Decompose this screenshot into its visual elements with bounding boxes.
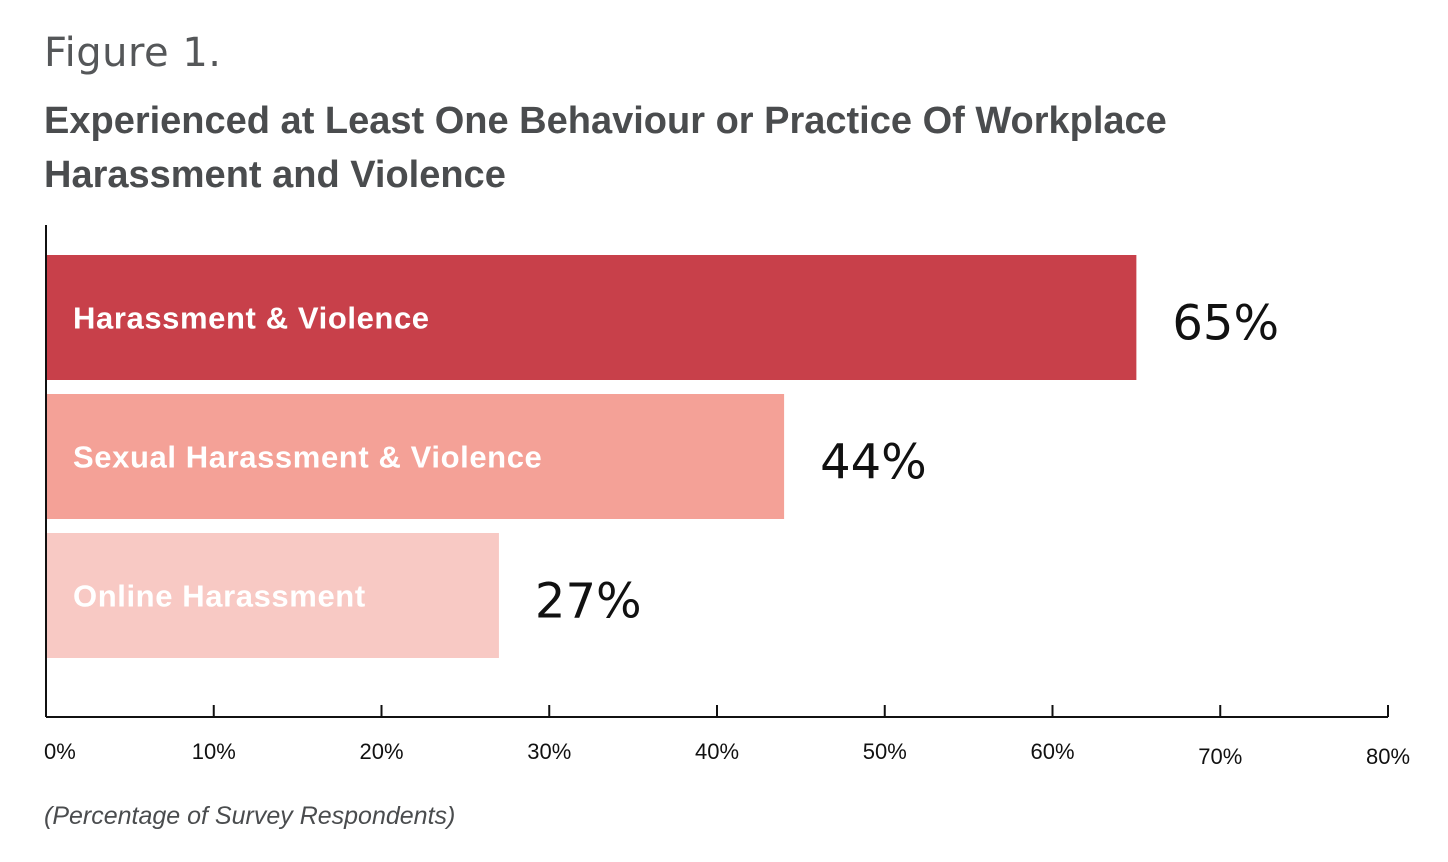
x-tick-label: 0% <box>44 739 76 764</box>
figure-label: Figure 1. <box>44 30 222 76</box>
bar-1 <box>46 255 1137 380</box>
bar-value-label: 27% <box>535 574 642 630</box>
axis-footnote: (Percentage of Survey Respondents) <box>44 802 456 830</box>
bar-3 <box>46 533 499 658</box>
x-tick-label: 50% <box>863 739 907 764</box>
x-tick-label: 10% <box>192 739 236 764</box>
x-tick-label: 70% <box>1198 744 1242 769</box>
x-tick-label: 40% <box>695 739 739 764</box>
bar-value-label: 44% <box>820 435 927 491</box>
x-tick-label: 30% <box>527 739 571 764</box>
bar-category-label: Sexual Harassment & Violence <box>73 440 542 475</box>
bar-category-label: Harassment & Violence <box>73 301 430 336</box>
bar-category-label: Online Harassment <box>73 579 366 614</box>
x-tick-label: 20% <box>359 739 403 764</box>
x-tick-label: 80% <box>1366 744 1410 769</box>
x-tick-label: 60% <box>1030 739 1074 764</box>
bar-value-label: 65% <box>1172 296 1279 352</box>
chart-title: Experienced at Least One Behaviour or Pr… <box>44 100 1167 196</box>
bar-2 <box>46 394 785 519</box>
